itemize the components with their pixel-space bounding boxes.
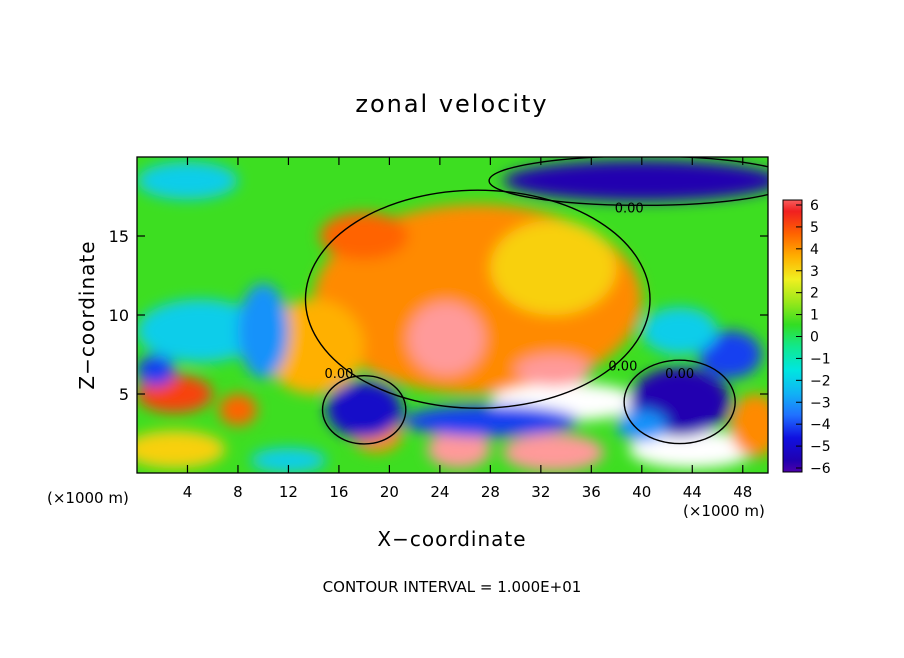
x-tick-label: 40 — [632, 483, 651, 501]
field-feature-jet — [730, 394, 768, 458]
y-tick-label: 5 — [119, 385, 129, 404]
field-feature-easterly — [326, 381, 403, 439]
colorbar-tick-label: 3 — [810, 264, 819, 280]
x-tick-label: 28 — [481, 483, 500, 501]
field-feature-easterly — [250, 447, 327, 473]
field-feature-jet — [319, 212, 409, 260]
field-feature-jet-core — [515, 354, 592, 387]
y-axis-ticks: 5 10 15 — [109, 227, 768, 404]
field-feature-easterly — [237, 283, 289, 379]
field-feature-easterly — [137, 161, 238, 200]
y-axis-label: Z−coordinate — [75, 240, 99, 389]
colorbar-tick-label: −4 — [810, 417, 831, 433]
x-axis-ticks: 4 8 12 16 20 24 28 32 36 40 44 48 — [183, 157, 752, 501]
colorbar-tick-label: −5 — [810, 439, 831, 455]
field-feature-easterly — [402, 405, 579, 437]
colorbar-tick-label: 5 — [810, 220, 819, 236]
velocity-field — [137, 157, 768, 473]
x-tick-label: 44 — [683, 483, 702, 501]
field-feature-easterly — [503, 160, 768, 202]
field-feature-jet-core — [408, 302, 485, 376]
y-tick-label: 15 — [109, 227, 129, 246]
x-tick-label: 36 — [582, 483, 601, 501]
field-feature-jet — [219, 394, 257, 426]
x-tick-label: 32 — [531, 483, 550, 501]
colorbar-tick-label: −6 — [810, 461, 831, 477]
y-tick-label: 10 — [109, 306, 129, 325]
colorbar-tick-label: 1 — [810, 308, 819, 324]
x-tick-label: 48 — [733, 483, 752, 501]
field-feature-jet — [490, 220, 617, 315]
contour-label: 0.00 — [615, 201, 644, 216]
x-tick-label: 8 — [233, 483, 243, 501]
field-feature-jet — [137, 430, 226, 469]
contour-label: 0.00 — [665, 367, 694, 382]
field-feature-jet-core — [502, 433, 604, 472]
field-feature-jet-core — [629, 430, 756, 469]
contour-line — [488, 157, 768, 207]
contour-label: 0.00 — [324, 367, 353, 382]
colorbar-tick-label: 0 — [810, 330, 819, 346]
field-feature-easterly — [641, 307, 718, 355]
contour-line — [623, 359, 736, 445]
colorbar-tick-label: −2 — [810, 373, 831, 389]
colorbar-tick-label: −3 — [810, 395, 831, 411]
colorbar-tick-label: 2 — [810, 286, 819, 302]
field-feature-easterly — [137, 354, 175, 387]
contour-interval-note: CONTOUR INTERVAL = 1.000E+01 — [323, 578, 582, 596]
x-unit-right: (×1000 m) — [683, 502, 765, 520]
x-tick-label: 16 — [329, 483, 348, 501]
field-feature-easterly — [698, 330, 762, 379]
x-tick-label: 12 — [279, 483, 298, 501]
field-feature-jet — [263, 299, 365, 394]
chart-title: zonal velocity — [355, 90, 548, 118]
x-unit-left: (×1000 m) — [47, 489, 129, 507]
contour-labels: 0.00 0.00 0.00 0.00 — [324, 201, 694, 382]
x-tick-label: 20 — [380, 483, 399, 501]
field-feature-easterly — [616, 409, 668, 442]
field-feature-jet-core — [427, 430, 491, 469]
colorbar-tick-label: −1 — [810, 351, 831, 367]
contour-label: 0.00 — [608, 359, 637, 374]
contour-line — [304, 189, 651, 409]
x-axis-label: X−coordinate — [377, 527, 526, 551]
x-tick-label: 24 — [430, 483, 449, 501]
colorbar-tick-label: 4 — [810, 242, 819, 258]
contour-line — [321, 374, 407, 445]
field-feature-easterly — [137, 299, 264, 363]
colorbar-tick-label: 6 — [810, 198, 819, 214]
x-tick-label: 4 — [183, 483, 193, 501]
colorbar: 6 5 4 3 2 1 0 −1 −2 −3 −4 −5 −6 — [782, 198, 831, 477]
